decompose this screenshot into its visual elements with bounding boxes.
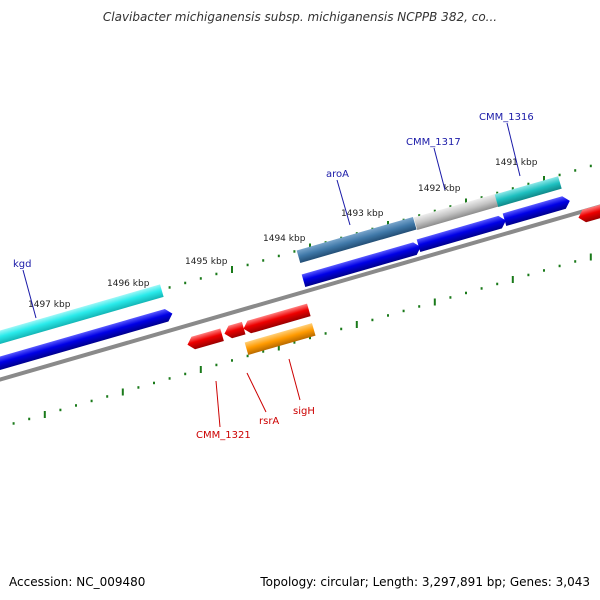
gene-kgd[interactable] [0,284,164,347]
reverse-tick-row [12,253,592,425]
gene-label-sigH[interactable]: sigH [293,406,315,417]
gene-cmm-1316[interactable] [494,176,562,207]
gene-label-cmm-1317[interactable]: CMM_1317 [406,137,461,148]
cds-forward-kgd[interactable] [0,307,174,373]
gene-label-kgd[interactable]: kgd [13,259,32,270]
leader-kgd [22,269,37,319]
leader-sigH [288,358,301,401]
leader-cmm-1317 [433,147,446,191]
kbp-label-1493: 1493 kbp [341,209,384,219]
kbp-label-1494: 1494 kbp [263,234,306,244]
gene-label-rsrA[interactable]: rsrA [259,416,279,427]
cds-reverse-sigH[interactable] [242,303,311,335]
leader-cmm-1321 [215,380,221,428]
leader-rsrA [246,372,267,413]
gene-label-cmm-1316[interactable]: CMM_1316 [479,112,534,123]
leader-aroA [336,179,351,226]
cds-forward-cmm-1316[interactable] [502,195,572,226]
gene-aroA[interactable] [296,216,417,263]
gene-label-aroA[interactable]: aroA [326,169,349,180]
kbp-label-1496: 1496 kbp [107,279,150,289]
cds-reverse-rsrA[interactable] [223,321,246,340]
gene-label-cmm-1321[interactable]: CMM_1321 [196,430,251,441]
genome-stats-text: Topology: circular; Length: 3,297,891 bp… [260,575,590,589]
cds-reverse-cmm-1321[interactable] [186,328,224,350]
genome-backbone [0,204,600,382]
kbp-label-1492: 1492 kbp [418,184,461,194]
cds-forward-cmm-1317[interactable] [416,214,508,252]
map-title: Clavibacter michiganensis subsp. michiga… [102,10,498,24]
kbp-label-1495: 1495 kbp [185,257,228,267]
leader-cmm-1316 [506,122,521,177]
cds-forward-aroA[interactable] [301,241,423,287]
gene-cmm-1317[interactable] [413,192,504,230]
accession-text: Accession: NC_009480 [9,575,146,589]
kbp-label-1497: 1497 kbp [28,300,71,310]
gene-sigH[interactable] [244,323,316,355]
cds-reverse-edge[interactable] [577,200,600,224]
